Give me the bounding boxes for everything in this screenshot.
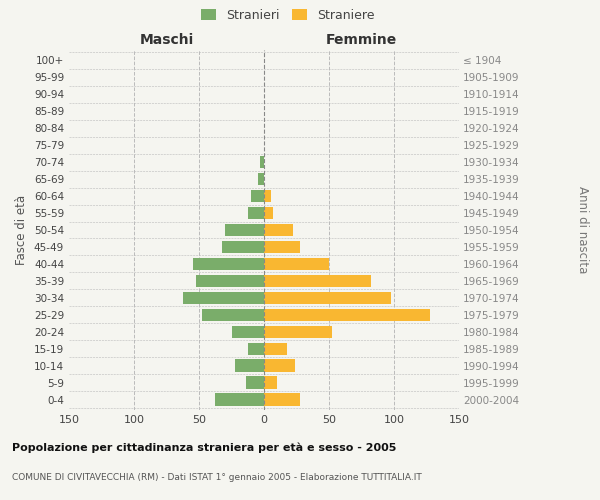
Bar [264,326,332,338]
Bar [264,274,371,287]
Text: Femmine: Femmine [326,34,397,48]
Bar [257,172,264,186]
Bar [232,326,264,338]
Bar [246,376,264,389]
Bar [264,394,301,406]
Bar [215,394,264,406]
Bar [264,224,293,236]
Legend: Stranieri, Straniere: Stranieri, Straniere [199,6,377,24]
Bar [264,376,277,389]
Bar [225,224,264,236]
Bar [202,308,264,322]
Bar [251,190,264,202]
Bar [264,258,329,270]
Text: Popolazione per cittadinanza straniera per età e sesso - 2005: Popolazione per cittadinanza straniera p… [12,442,397,453]
Bar [235,360,264,372]
Bar [196,274,264,287]
Text: COMUNE DI CIVITAVECCHIA (RM) - Dati ISTAT 1° gennaio 2005 - Elaborazione TUTTITA: COMUNE DI CIVITAVECCHIA (RM) - Dati ISTA… [12,472,422,482]
Y-axis label: Fasce di età: Fasce di età [16,195,28,265]
Bar [264,206,273,220]
Bar [264,360,295,372]
Bar [264,240,301,254]
Bar [223,240,264,254]
Y-axis label: Anni di nascita: Anni di nascita [577,186,589,274]
Bar [264,308,430,322]
Bar [264,342,287,355]
Bar [193,258,264,270]
Bar [264,190,271,202]
Text: Maschi: Maschi [139,34,194,48]
Bar [248,206,264,220]
Bar [248,342,264,355]
Bar [264,292,391,304]
Bar [184,292,264,304]
Bar [260,156,264,168]
